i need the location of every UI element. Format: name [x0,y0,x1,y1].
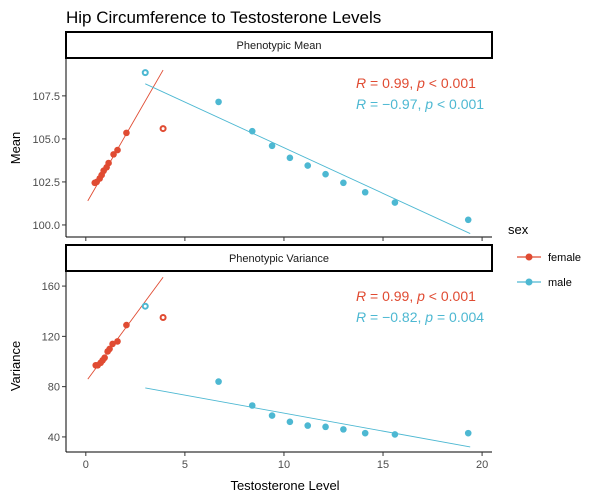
chart-panels: Phenotypic Mean 100.0 102.5 105.0 107.5 Mean R… [8,31,493,471]
y-tick-label: 120 [42,331,60,343]
legend-label-male: male [548,277,572,289]
correlation-annotation-female: R = 0.99, p < 0.001 [356,75,476,91]
data-point-male [322,170,329,178]
y-axis-title: Variance [8,341,23,391]
data-point-male [304,422,312,429]
series-male: R = −0.82, p = 0.004 [141,302,484,448]
data-point-male [304,162,312,169]
x-tick-label: 5 [182,459,188,471]
regression-line-male [145,83,471,234]
data-point-male [361,429,369,437]
data-point-female [114,146,121,154]
data-point-male [215,378,222,385]
legend-title: sex [508,222,529,237]
y-tick-label: 80 [48,382,60,394]
y-tick-label: 100.0 [32,220,60,232]
legend-label-female: female [548,252,581,264]
x-axis-title: Testosterone Level [230,478,339,493]
series-female: R = 0.99, p < 0.001 [87,277,476,380]
y-tick-label: 105.0 [32,134,60,146]
data-point-male [286,418,294,426]
outlier-point-female [159,125,167,133]
data-point-female [123,129,130,137]
data-point-female [114,338,121,345]
data-point-male [361,188,369,196]
x-tick-label: 0 [83,459,89,471]
y-tick-label: 107.5 [32,91,60,103]
facet-strip [65,31,493,59]
facet-strip-label: Phenotypic Variance [229,253,329,265]
data-point-male [248,127,256,135]
outlier-point-male [141,302,149,310]
correlation-annotation-male: R = −0.97, p < 0.001 [356,96,484,112]
data-point-male [340,179,347,187]
legend: sex female male [508,222,581,289]
data-point-male [322,423,329,431]
y-tick-label: 102.5 [32,177,60,189]
y-axis-title: Mean [8,132,23,165]
legend-key-point-male [525,278,533,286]
outlier-point-male [141,69,149,77]
panel-1: Phenotypic Mean 100.0 102.5 105.0 107.5 Mean R… [8,31,493,241]
data-point-male [464,216,472,224]
series-female: R = 0.99, p < 0.001 [87,69,476,202]
data-point-male [215,98,222,106]
correlation-annotation-male: R = −0.82, p = 0.004 [356,309,484,325]
data-point-female [106,345,113,353]
data-point-male [268,412,276,419]
data-point-female [123,321,130,329]
data-point-male [464,429,472,437]
x-tick-label: 15 [377,459,389,471]
y-tick-label: 160 [42,281,60,293]
regression-line-male [145,387,471,448]
data-point-male [286,154,294,162]
outlier-point-female [159,314,167,322]
chart-title: Hip Circumference to Testosterone Levels [66,8,381,27]
data-point-male [391,199,399,206]
x-tick-label: 10 [278,459,290,471]
data-point-female [101,354,108,362]
y-tick-label: 40 [48,432,60,444]
data-point-male [268,142,276,150]
x-tick-label: 20 [476,459,488,471]
data-point-female [109,340,116,348]
data-point-female [105,159,112,167]
legend-key-point-female [525,253,533,261]
facet-strip-label: Phenotypic Mean [237,40,322,52]
data-point-male [340,426,347,433]
facet-strip [65,244,493,272]
data-point-male [248,402,256,409]
data-point-female [110,151,117,158]
correlation-annotation-female: R = 0.99, p < 0.001 [356,288,476,304]
panel-2: Phenotypic Variance 40 80 120 160 0 5 10 15 20 Var… [8,244,493,471]
series-male: R = −0.97, p < 0.001 [141,69,484,234]
data-point-male [391,431,399,438]
